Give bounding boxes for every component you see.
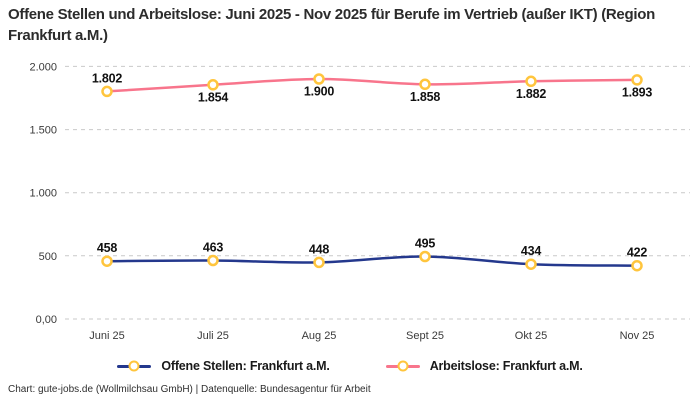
- data-point-marker[interactable]: [101, 85, 113, 98]
- chart-attribution: Chart: gute-jobs.de (Wollmilchsau GmbH) …: [8, 384, 371, 395]
- series-line-offene-stellen: [105, 255, 639, 267]
- x-axis-label: Juli 25: [197, 330, 229, 342]
- chart-legend: Offene Stellen: Frankfurt a.M. Arbeitslos…: [0, 354, 700, 378]
- data-point-marker[interactable]: [207, 254, 219, 267]
- legend-item-arbeitslose[interactable]: Arbeitslose: Frankfurt a.M.: [385, 359, 583, 373]
- data-point-marker[interactable]: [313, 256, 325, 269]
- x-axis-label: Okt 25: [515, 330, 547, 342]
- data-point-marker[interactable]: [101, 255, 113, 267]
- x-axis-label: Sept 25: [406, 330, 444, 342]
- data-point-marker[interactable]: [631, 259, 643, 272]
- data-point-marker[interactable]: [525, 75, 537, 88]
- data-point-label: 1.893: [622, 85, 653, 99]
- y-axis-label: 1.500: [29, 125, 57, 137]
- data-point-label: 1.802: [92, 71, 123, 85]
- data-point-marker[interactable]: [631, 74, 643, 86]
- x-axis-label: Aug 25: [302, 330, 337, 342]
- y-axis-label: 0,00: [36, 314, 57, 326]
- data-point-marker[interactable]: [207, 79, 219, 91]
- data-point-label: 1.854: [198, 90, 229, 104]
- x-axis-label: Nov 25: [620, 330, 655, 342]
- x-axis-label: Juni 25: [89, 330, 124, 342]
- chart-title: Offene Stellen und Arbeitslose: Juni 202…: [8, 6, 655, 45]
- data-point-label: 1.900: [304, 85, 335, 99]
- data-point-marker[interactable]: [525, 258, 537, 270]
- data-point-marker[interactable]: [419, 78, 431, 91]
- legend-label: Arbeitslose: Frankfurt a.M.: [429, 359, 583, 373]
- data-point-label: 1.858: [410, 90, 441, 104]
- series-line-arbeitslose: [105, 77, 639, 93]
- data-point-marker[interactable]: [419, 250, 431, 263]
- data-point-label: 422: [627, 246, 648, 260]
- line-chart-canvas: 0,00 500 1.000 1.500 2.000 Juni 25 Juli 25 Aug …: [29, 61, 690, 342]
- legend-dot-icon: [397, 360, 409, 372]
- legend-label: Offene Stellen: Frankfurt a.M.: [161, 359, 330, 373]
- y-axis-label: 2.000: [29, 61, 57, 73]
- legend-line-marker-icon: [385, 360, 420, 372]
- data-point-label: 495: [415, 237, 436, 251]
- data-point-label: 458: [97, 241, 118, 255]
- y-axis-label: 500: [39, 251, 57, 263]
- data-point-label: 434: [521, 244, 542, 258]
- legend-item-offene-stellen[interactable]: Offene Stellen: Frankfurt a.M.: [117, 359, 330, 373]
- y-axis-label: 1.000: [29, 188, 57, 200]
- data-point-label: 1.882: [516, 87, 547, 101]
- data-point-marker[interactable]: [313, 73, 325, 85]
- legend-dot-icon: [128, 360, 140, 372]
- data-point-label: 448: [309, 242, 330, 256]
- legend-line-marker-icon: [117, 360, 152, 372]
- data-point-label: 463: [203, 241, 224, 255]
